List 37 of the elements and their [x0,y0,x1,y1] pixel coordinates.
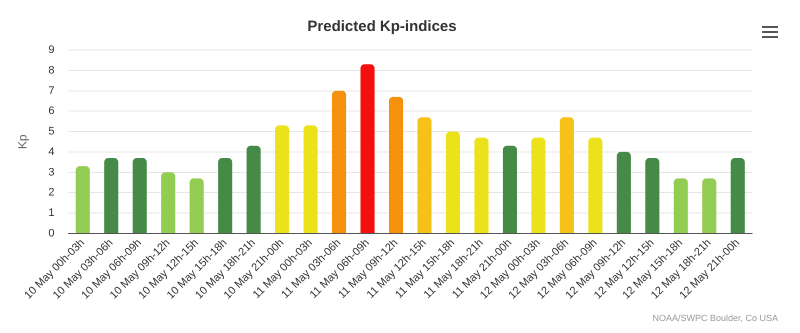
bar [531,138,546,233]
bar [246,146,261,233]
bar [218,158,232,233]
bar [616,152,631,233]
y-tick-label: 0 [48,227,55,240]
bar [190,178,204,233]
bar [730,158,745,233]
bar [332,90,346,233]
y-axis-title: Kp [16,134,30,150]
y-tick-label: 5 [48,126,55,138]
chart-title: Predicted Kp-indices [307,18,457,36]
y-tick-label: 6 [48,105,55,118]
bar [275,125,290,233]
y-tick-label: 7 [48,84,55,97]
y-tick-label: 1 [48,207,55,220]
bar [560,117,574,233]
bar [588,138,602,233]
bar [446,132,460,233]
bar [76,166,90,233]
y-tick-label: 4 [48,146,55,158]
bar [702,178,716,233]
y-tick-label: 2 [48,186,55,199]
text: NOAA/SWPC Boulder, Co USA [652,313,778,323]
y-tick-label: 8 [48,64,55,76]
bar [388,96,404,233]
bar [502,146,517,233]
bar [474,138,489,233]
bar [674,178,688,233]
bar [360,64,375,233]
bar [161,172,176,233]
y-tick-label: 3 [48,166,55,178]
bar [417,117,432,233]
y-tick-label: 9 [48,44,55,56]
bar [304,125,318,233]
bar [645,158,660,233]
bar [132,158,147,233]
bar [104,158,118,233]
